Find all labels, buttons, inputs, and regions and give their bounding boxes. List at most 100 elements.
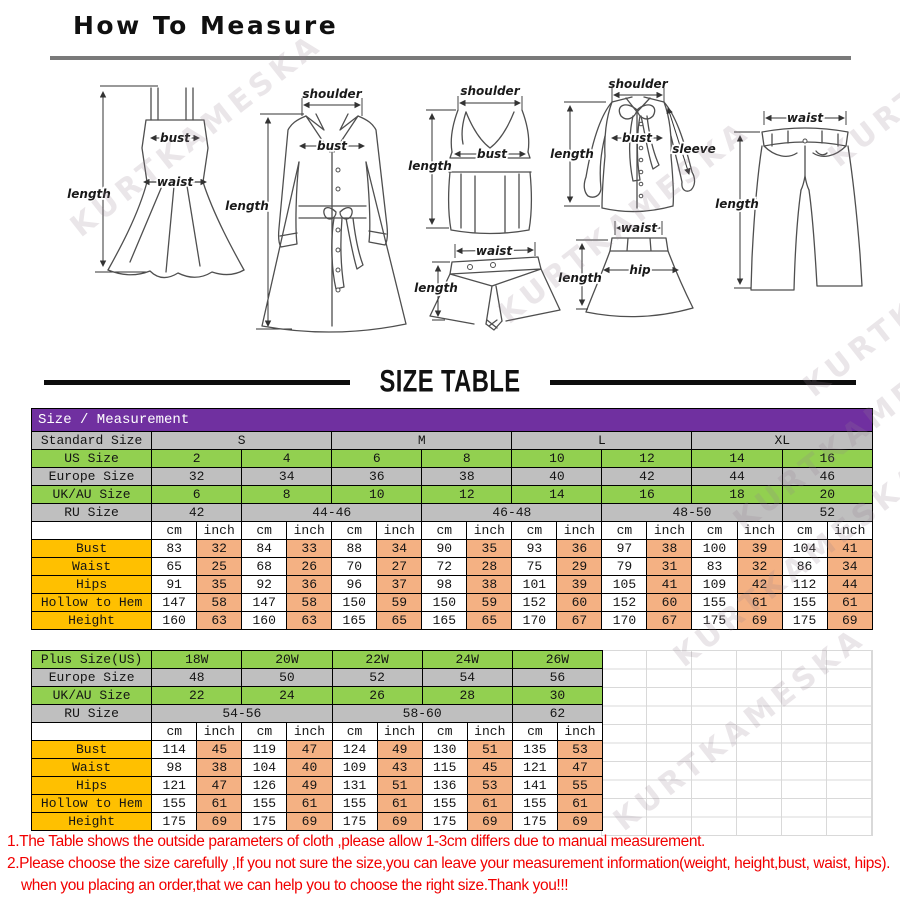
unit-cm-cell: cm	[781, 521, 828, 540]
cm-value-cell: 121	[511, 758, 558, 777]
cm-value-cell: 175	[691, 611, 738, 630]
cm-value-cell: 141	[511, 776, 558, 795]
cm-value-cell: 147	[241, 593, 288, 612]
table-row: Standard Size S M L XL	[30, 431, 873, 450]
cm-value-cell: 150	[421, 593, 468, 612]
size-value-cell: 22W	[331, 650, 423, 669]
inch-value-cell: 59	[376, 593, 423, 612]
inch-value-cell: 47	[556, 758, 604, 777]
cm-value-cell: 136	[421, 776, 468, 795]
cm-value-cell: 68	[241, 557, 288, 576]
table-row: RU Size 42 44-46 46-48 48-50 52	[30, 503, 874, 522]
table-row: cm inch cm inch cm inch cm inch cm inch	[30, 722, 604, 741]
measure-row-label: Hollow to Hem	[30, 794, 153, 813]
cm-value-cell: 109	[331, 758, 378, 777]
row-label: Plus Size(US)	[30, 650, 153, 669]
inch-value-cell: 47	[196, 776, 243, 795]
inch-value-cell: 61	[736, 593, 783, 612]
table-title-cell: Size / Measurement	[31, 408, 873, 432]
tank-bust-label: bust	[477, 147, 508, 161]
cm-value-cell: 175	[511, 812, 558, 831]
inch-value-cell: 44	[826, 575, 874, 594]
inch-value-cell: 61	[556, 794, 604, 813]
table-row: Waist 98 38 104 40 109 43 115 45 121 47	[30, 758, 604, 777]
inch-value-cell: 28	[466, 557, 513, 576]
table-row: Bust 83 32 84 33 88 34 90 35 93 36 97 38 100 39 104 41	[30, 539, 874, 558]
size-value-cell: 46-48	[421, 503, 603, 522]
inch-value-cell: 39	[556, 575, 603, 594]
size-value-cell: 34	[241, 467, 333, 486]
shorts-length-label: length	[414, 281, 458, 295]
size-value-cell: 62	[511, 704, 604, 723]
measure-row-label: Hips	[30, 575, 153, 594]
row-label: Europe Size	[30, 668, 153, 687]
inch-value-cell: 61	[286, 794, 333, 813]
blouse-length-label: length	[550, 147, 594, 161]
skirt-diagram: waist hip length	[556, 219, 694, 318]
cm-value-cell: 175	[241, 812, 288, 831]
cm-value-cell: 155	[241, 794, 288, 813]
cm-value-cell: 96	[331, 575, 378, 594]
size-value-cell: L	[511, 431, 693, 450]
table-row: Hollow to Hem 147 58 147 58 150 59 150 59 152 60 15…	[30, 593, 874, 612]
inch-value-cell: 33	[286, 539, 333, 558]
cm-value-cell: 86	[781, 557, 828, 576]
cm-value-cell: 115	[421, 758, 468, 777]
size-value-cell: 32	[151, 467, 243, 486]
inch-value-cell: 69	[286, 812, 333, 831]
inch-value-cell: 34	[376, 539, 423, 558]
inch-value-cell: 49	[376, 740, 423, 759]
size-value-cell: 20W	[241, 650, 333, 669]
measure-row-label: Height	[30, 611, 153, 630]
unit-cm-cell: cm	[691, 521, 738, 540]
inch-value-cell: 27	[376, 557, 423, 576]
inch-value-cell: 32	[196, 539, 243, 558]
size-value-cell: 44	[691, 467, 783, 486]
cm-value-cell: 175	[421, 812, 468, 831]
row-label: US Size	[30, 449, 153, 468]
cm-value-cell: 155	[511, 794, 558, 813]
size-table: Size / Measurement Standard Size S M L XL US S…	[30, 408, 874, 630]
table-row: UK/AU Size 22 24 26 28 30	[30, 686, 604, 705]
cm-value-cell: 83	[151, 539, 198, 558]
cm-value-cell: 98	[151, 758, 198, 777]
inch-value-cell: 25	[196, 557, 243, 576]
blouse-diagram: shoulder bust sleeve length	[548, 75, 718, 213]
cm-value-cell: 160	[151, 611, 198, 630]
unit-inch-cell: inch	[196, 722, 243, 741]
inch-value-cell: 36	[286, 575, 333, 594]
size-value-cell: 52	[781, 503, 874, 522]
cm-value-cell: 97	[601, 539, 648, 558]
size-value-cell: 26	[331, 686, 423, 705]
skirt-length-label: length	[558, 271, 602, 285]
cm-value-cell: 84	[241, 539, 288, 558]
size-value-cell: M	[331, 431, 513, 450]
inch-value-cell: 45	[466, 758, 513, 777]
inch-value-cell: 38	[466, 575, 513, 594]
cm-value-cell: 165	[421, 611, 468, 630]
tank-length-label: length	[408, 159, 452, 173]
unit-cm-cell: cm	[511, 722, 558, 741]
measure-row-label: Bust	[30, 740, 153, 759]
dress-diagram: bust waist length	[65, 85, 245, 279]
cm-value-cell: 109	[691, 575, 738, 594]
dress-length-label: length	[67, 187, 111, 201]
cm-value-cell: 91	[151, 575, 198, 594]
cm-value-cell: 130	[421, 740, 468, 759]
dress-bust-label: bust	[160, 131, 191, 145]
unit-inch-cell: inch	[556, 722, 604, 741]
cm-value-cell: 155	[331, 794, 378, 813]
table-row: Europe Size 48 50 52 54 56	[30, 668, 604, 687]
cm-value-cell: 155	[151, 794, 198, 813]
unit-cm-cell: cm	[331, 521, 378, 540]
unit-inch-cell: inch	[286, 722, 333, 741]
inch-value-cell: 43	[376, 758, 423, 777]
inch-value-cell: 37	[376, 575, 423, 594]
inch-value-cell: 69	[466, 812, 513, 831]
spreadsheet-gridlines	[601, 650, 873, 836]
size-value-cell: 42	[601, 467, 693, 486]
inch-value-cell: 58	[286, 593, 333, 612]
table-row: Bust 114 45 119 47 124 49 130 51 135 53	[30, 740, 604, 759]
skirt-hip-label: hip	[629, 263, 651, 277]
inch-value-cell: 31	[646, 557, 693, 576]
